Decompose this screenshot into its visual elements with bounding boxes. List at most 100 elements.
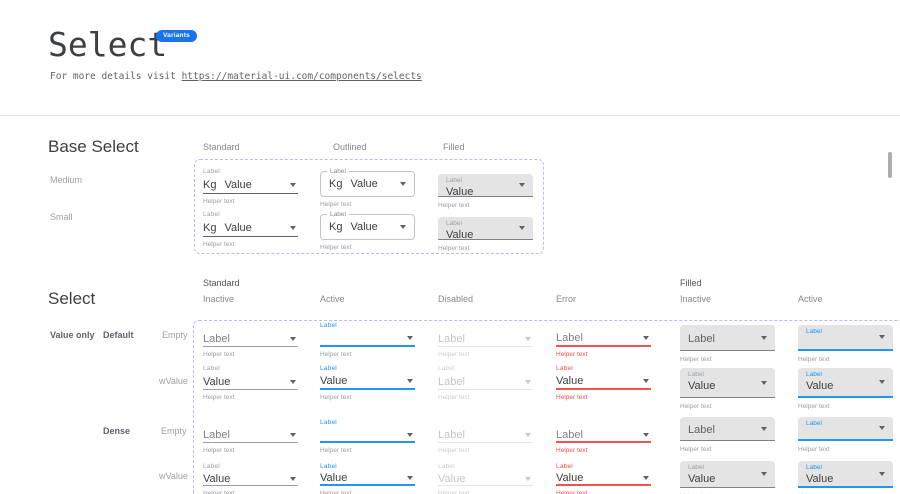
select-outlined[interactable]: Label Kg Value Helper text — [320, 168, 415, 208]
select-label: Label — [203, 365, 220, 372]
select-standard-inactive[interactable]: Label Value Helper text — [203, 365, 298, 401]
helper-text: Helper text — [556, 394, 588, 401]
vertical-scrollbar-thumb[interactable] — [888, 152, 892, 178]
select-value: Value — [556, 472, 584, 484]
select-label: Label — [203, 168, 220, 175]
select-outlined[interactable]: Label Kg Value Helper text — [320, 211, 415, 251]
select-standard-disabled[interactable]: Label Value Helper text — [438, 463, 533, 494]
base-select-heading: Base Select — [48, 137, 139, 156]
select-filled-active[interactable]: Label Helper text — [798, 417, 893, 453]
helper-text: Helper text — [438, 351, 470, 358]
select-value: Label — [438, 375, 465, 388]
row-label-value-only: Value only — [50, 330, 95, 340]
helper-text: Helper text — [203, 490, 235, 494]
select-standard-base[interactable]: Label Kg Value Helper text — [203, 211, 298, 248]
select-value: Kg Value — [203, 222, 252, 234]
helper-text: Helper text — [556, 447, 588, 454]
select-standard-inactive[interactable]: Label Helper text — [203, 428, 298, 454]
dropdown-caret-icon — [400, 182, 406, 186]
select-input: Label Value — [438, 174, 533, 198]
select-input: Kg Value — [203, 220, 298, 237]
dropdown-caret-icon — [761, 472, 767, 476]
select-standard-error[interactable]: Label Helper text — [556, 428, 651, 454]
row-label-empty: Empty — [162, 330, 188, 340]
select-standard-active[interactable]: Label Helper text — [320, 322, 415, 358]
state-header-filled-active: Active — [798, 294, 823, 304]
dropdown-caret-icon — [879, 426, 885, 430]
select-standard-active[interactable]: Label Value Helper text — [320, 463, 415, 494]
select-input: Label Kg Value — [320, 211, 415, 240]
select-standard-disabled[interactable]: Label Label Helper text — [438, 365, 533, 401]
select-value: Label — [556, 332, 583, 344]
select-input: Label — [556, 428, 651, 443]
select-value: Label — [556, 428, 583, 441]
select-standard-base[interactable]: Label Kg Value Helper text — [203, 168, 298, 205]
helper-text: Helper text — [556, 351, 588, 358]
select-standard-error[interactable]: Label Value Helper text — [556, 463, 651, 494]
helper-text: Helper text — [203, 394, 235, 401]
select-standard-error[interactable]: Label Helper text — [556, 331, 651, 358]
helper-text: Helper text — [438, 447, 470, 454]
dropdown-caret-icon — [407, 432, 413, 437]
select-standard-disabled[interactable]: Label Helper text — [438, 428, 533, 454]
dropdown-caret-icon — [290, 433, 296, 437]
dropdown-caret-icon — [643, 432, 649, 437]
select-standard-inactive[interactable]: Label Value Helper text — [203, 463, 298, 494]
dropdown-caret-icon — [407, 336, 413, 340]
row-label-wvalue: wValue — [159, 376, 188, 386]
dropdown-caret-icon — [761, 335, 767, 340]
select-standard-error[interactable]: Label Value Helper text — [556, 365, 651, 401]
helper-text: Helper text — [680, 356, 712, 363]
docs-link[interactable]: https://material-ui.com/components/selec… — [181, 71, 422, 82]
dropdown-caret-icon — [525, 336, 531, 341]
select-label: Label — [327, 168, 349, 175]
select-input: Value — [203, 472, 298, 486]
row-label-default: Default — [103, 330, 134, 340]
state-header-inactive: Inactive — [203, 294, 235, 304]
select-input: Label — [680, 417, 775, 441]
select-input: Label Value — [680, 368, 775, 398]
select-input: Label Kg Value — [320, 168, 415, 197]
select-label: Label — [806, 328, 822, 335]
select-input: Label — [798, 325, 893, 351]
select-filled-inactive[interactable]: Label Helper text — [680, 325, 775, 363]
select-filled-active[interactable]: Label Helper text — [798, 325, 893, 363]
select-standard-inactive[interactable]: Label Helper text — [203, 331, 298, 358]
select-value: Label — [688, 423, 715, 436]
state-header-error: Error — [556, 294, 576, 304]
helper-text: Helper text — [438, 202, 470, 209]
select-standard-active[interactable]: Label Value Helper text — [320, 365, 415, 401]
select-label: Label — [556, 463, 573, 470]
select-label: Label — [327, 211, 349, 218]
select-value: Value — [556, 375, 584, 387]
state-header-active: Active — [320, 294, 345, 304]
helper-text: Helper text — [798, 446, 830, 453]
dropdown-caret-icon — [879, 471, 885, 476]
select-value: Kg Value — [329, 178, 378, 190]
select-input: Label — [438, 374, 533, 390]
row-label-small: Small — [50, 212, 73, 222]
helper-text: Helper text — [798, 356, 830, 363]
dropdown-caret-icon — [643, 379, 649, 383]
subtitle-text: For more details visit — [50, 71, 182, 82]
select-value: Value — [320, 472, 348, 484]
select-filled-inactive[interactable]: Label Helper text — [680, 417, 775, 453]
helper-text: Helper text — [798, 403, 830, 410]
variants-badge: Variants — [156, 30, 197, 42]
helper-text: Helper text — [320, 394, 352, 401]
select-value: Value — [438, 472, 466, 485]
select-input — [320, 331, 415, 347]
select-standard-disabled[interactable]: Label Helper text — [438, 331, 533, 358]
helper-text: Helper text — [680, 403, 712, 410]
group-header-standard: Standard — [203, 278, 240, 288]
divider — [0, 115, 900, 116]
select-standard-active[interactable]: Label Helper text — [320, 419, 415, 454]
dropdown-caret-icon — [400, 225, 406, 229]
